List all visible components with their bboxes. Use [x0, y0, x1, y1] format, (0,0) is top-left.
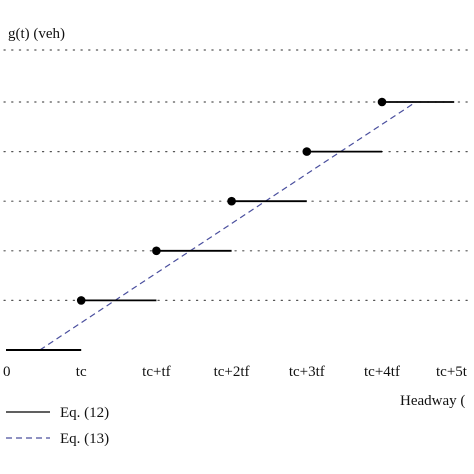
eq12-step-dot: [76, 296, 86, 305]
eq13-dashed-line: [39, 101, 417, 351]
legend-label-eq13: Eq. (13): [60, 431, 109, 447]
x-tick-label: tc: [76, 364, 87, 380]
eq12-step-dot: [377, 97, 387, 107]
legend: Eq. (12) Eq. (13): [6, 405, 109, 447]
plot-area: [6, 97, 455, 351]
y-axis-label: g(t) (veh): [8, 26, 65, 42]
eq12-step-dot: [227, 196, 236, 206]
x-tick-label: 0: [3, 364, 11, 380]
eq12-step-dot: [152, 246, 161, 256]
x-axis-label: Headway (: [400, 393, 465, 409]
x-tick-label: tc+tf: [142, 364, 170, 380]
grid-lines: [3, 49, 471, 301]
eq12-step-dot: [302, 147, 312, 156]
x-tick-label: tc+3tf: [289, 364, 325, 380]
x-tick-label: tc+5t: [436, 364, 468, 380]
x-tick-label: tc+2tf: [214, 364, 250, 380]
x-tick-labels: 0 tc tc+tf tc+2tf tc+3tf tc+4tf tc+5t: [3, 364, 468, 380]
legend-label-eq12: Eq. (12): [60, 405, 109, 421]
x-tick-label: tc+4tf: [364, 364, 400, 380]
